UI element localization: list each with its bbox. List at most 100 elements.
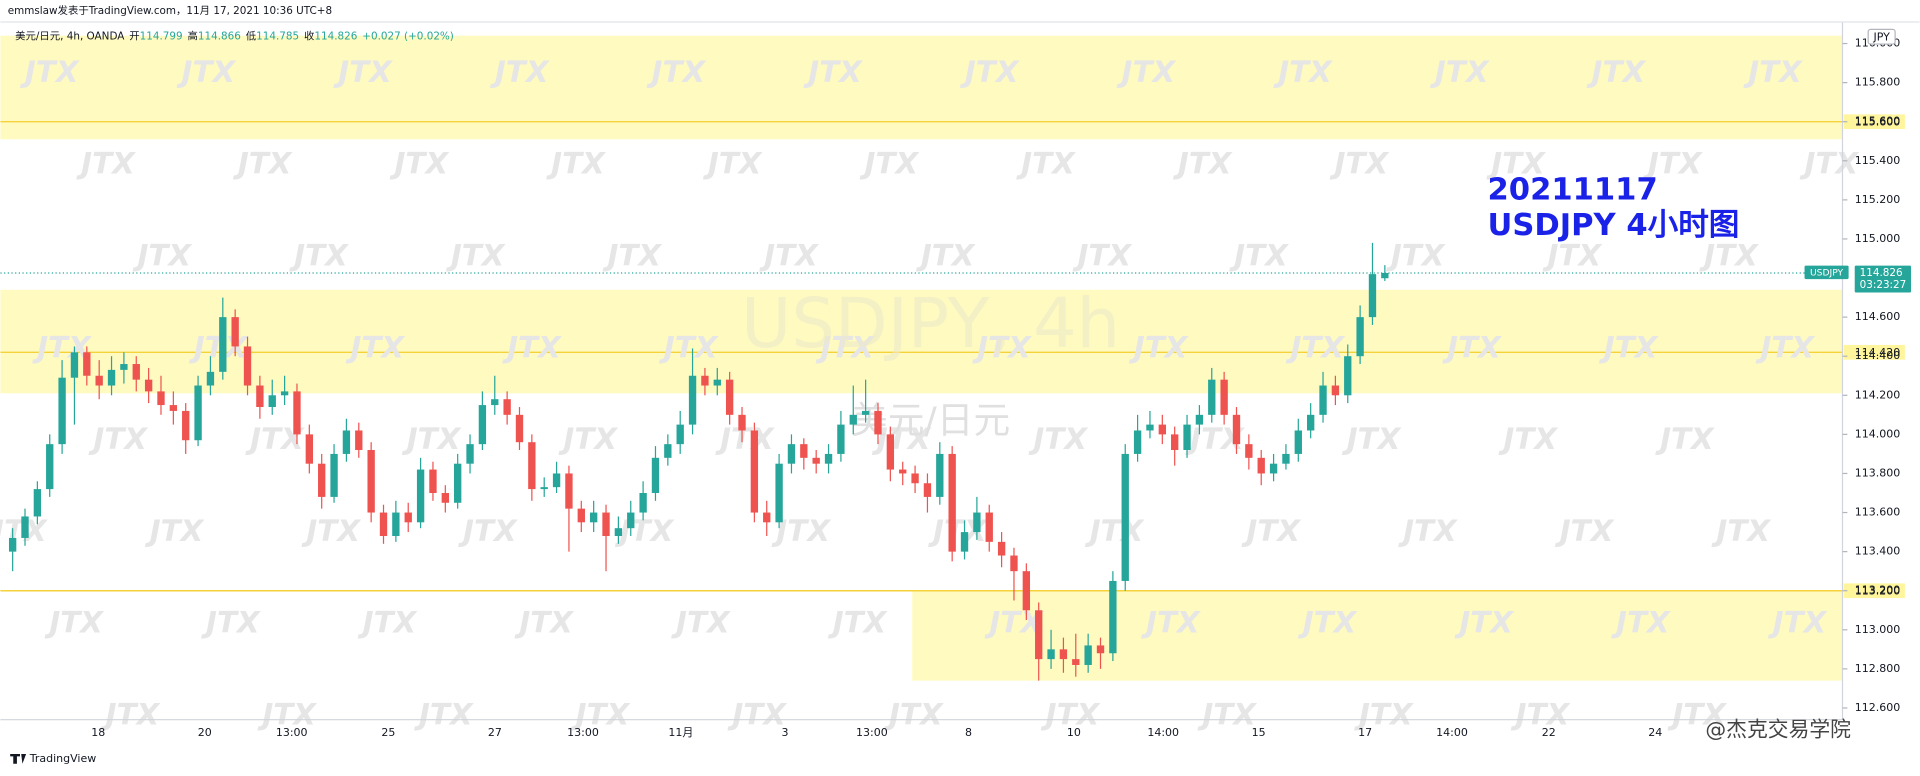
candle-body xyxy=(46,444,54,490)
candle-body xyxy=(169,405,178,411)
candle-body xyxy=(231,317,239,347)
candle-body xyxy=(1319,385,1327,415)
watermark-logo: JTX xyxy=(727,698,787,732)
candle-body xyxy=(1220,379,1228,415)
candle-body xyxy=(812,457,820,464)
symbol-label: USDJPY xyxy=(1810,267,1844,278)
candle-body xyxy=(392,512,400,536)
legend-item: 114.785 xyxy=(256,31,299,43)
x-tick-label: 22 xyxy=(1542,726,1556,739)
candle-body xyxy=(1096,645,1105,654)
candle-body xyxy=(1171,434,1179,451)
zone xyxy=(912,590,1843,681)
candle-body xyxy=(565,473,573,509)
candle-body xyxy=(1035,610,1043,660)
candle-body xyxy=(960,532,969,552)
y-tick-label: 114.600 xyxy=(1855,310,1901,323)
watermark-logo: JTX xyxy=(1085,514,1145,548)
watermark-logo: JTX xyxy=(390,147,450,181)
watermark-logo: JTX xyxy=(615,514,675,548)
watermark-logo: JTX xyxy=(257,698,317,732)
candle-body xyxy=(379,512,388,536)
candle-body xyxy=(1146,424,1154,431)
candle-body xyxy=(132,364,140,380)
candle-body xyxy=(837,424,845,454)
candle-body xyxy=(861,410,870,415)
legend-item: 114.799 xyxy=(140,31,183,43)
x-tick-label: 18 xyxy=(91,726,105,739)
watermark-logo: JTX xyxy=(458,514,518,548)
last-price-label: 114.826 xyxy=(1860,267,1903,279)
x-tick-label: 15 xyxy=(1252,726,1266,739)
candle-body xyxy=(1133,430,1142,454)
watermark-logo: JTX xyxy=(490,55,550,89)
candle-body xyxy=(725,379,734,415)
candle-body xyxy=(750,430,759,513)
candle-body xyxy=(552,473,561,488)
candle-body xyxy=(713,379,721,386)
watermark-logo: JTX xyxy=(1041,698,1101,732)
candle-body xyxy=(627,512,635,529)
watermark-logo: JTX xyxy=(884,698,944,732)
watermark-logo: JTX xyxy=(916,239,976,273)
candle-body xyxy=(763,512,771,523)
watermark-logo: JTX xyxy=(1285,330,1345,364)
watermark-logo: JTX xyxy=(1241,514,1301,548)
y-tick-label: 113.600 xyxy=(1855,506,1901,519)
watermark-logo: JTX xyxy=(1330,147,1390,181)
candle-body xyxy=(800,444,808,458)
watermark-logo: JTX xyxy=(546,147,606,181)
watermark-logo: JTX xyxy=(1173,147,1233,181)
watermark-logo: JTX xyxy=(671,606,731,640)
watermark-logo: JTX xyxy=(1743,55,1803,89)
zone-price-label: 115.600 xyxy=(1855,115,1901,128)
x-tick-label: 13:00 xyxy=(856,726,888,739)
candle-body xyxy=(997,541,1006,556)
candle-body xyxy=(775,463,783,523)
candle-body xyxy=(70,352,79,378)
x-tick-label: 27 xyxy=(488,726,502,739)
candle-body xyxy=(330,453,338,497)
watermark-logo: JTX xyxy=(558,422,618,456)
candle-body xyxy=(1195,414,1204,425)
x-tick-label: 13:00 xyxy=(567,726,599,739)
candle-body xyxy=(182,410,190,441)
x-tick-label: 10 xyxy=(1067,726,1081,739)
watermark-logo: JTX xyxy=(1028,422,1088,456)
footer-credit: @杰克交易学院 xyxy=(1705,718,1851,742)
watermark-logo: JTX xyxy=(101,698,161,732)
watermark-logo: JTX xyxy=(145,514,205,548)
watermark-logo: JTX xyxy=(815,330,875,364)
candle-body xyxy=(58,377,66,445)
watermark-logo: JTX xyxy=(502,330,562,364)
candle-body xyxy=(688,375,697,425)
y-tick-label: 115.200 xyxy=(1855,193,1901,206)
candle-body xyxy=(256,385,264,408)
candle-body xyxy=(355,430,363,451)
y-tick-label: 113.400 xyxy=(1855,545,1901,558)
watermark-logo: JTX xyxy=(1587,55,1647,89)
watermark-logo: JTX xyxy=(1655,422,1715,456)
watermark-logo: JTX xyxy=(803,55,863,89)
candle-body xyxy=(367,450,375,513)
watermark-logo: JTX xyxy=(647,55,707,89)
candle-body xyxy=(491,399,499,406)
x-tick-label: 20 xyxy=(198,726,212,739)
watermark-logo: JTX xyxy=(1298,606,1358,640)
legend-item: 收 xyxy=(304,30,315,43)
candle-body xyxy=(1282,453,1290,464)
watermark-logo: JTX xyxy=(960,55,1020,89)
watermark-logo: JTX xyxy=(1667,698,1727,732)
watermark-logo: JTX xyxy=(860,147,920,181)
candle-body xyxy=(1269,463,1278,474)
candle-body xyxy=(936,453,944,497)
y-tick-label: 113.200 xyxy=(1855,584,1901,597)
watermark-logo: JTX xyxy=(1555,514,1615,548)
x-tick-label: 13:00 xyxy=(276,726,308,739)
candle-body xyxy=(305,434,314,464)
candle-body xyxy=(1381,272,1389,279)
candle-body xyxy=(478,405,487,445)
candle-body xyxy=(923,483,932,497)
y-tick-label: 115.400 xyxy=(1855,154,1901,167)
zone xyxy=(0,35,1843,140)
